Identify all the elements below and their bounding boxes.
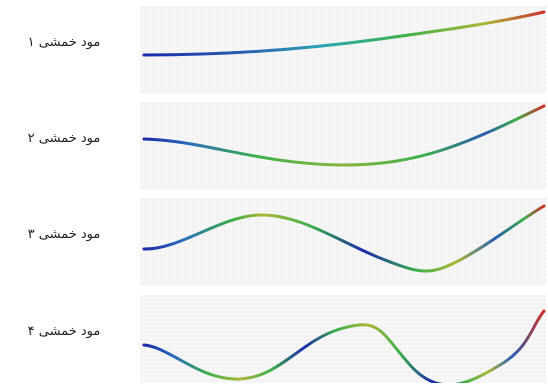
mode-row-4: مود خمشی ۴	[0, 289, 548, 385]
mode-shape-2	[140, 102, 546, 190]
mode-row-1: مود خمشی ۱	[0, 0, 548, 96]
mode-1-deflection-curve	[142, 10, 546, 57]
mode-shape-4	[140, 295, 546, 383]
mode-shape-panel-4	[140, 295, 546, 383]
mode-label-4: مود خمشی ۴	[27, 324, 101, 339]
mode-3-deflection-curve	[142, 204, 546, 273]
mode-label-3: مود خمشی ۳	[27, 227, 101, 242]
mode-label-2: مود خمشی ۲	[27, 131, 101, 146]
mode-shape-panel-1	[140, 6, 546, 94]
mode-panel-background	[140, 295, 546, 383]
mode-panel-background	[140, 6, 546, 94]
mode-row-3: مود خمشی ۳	[0, 192, 548, 288]
mode-shape-panel-3	[140, 198, 546, 286]
mode-shape-1	[140, 6, 546, 94]
mode-2-deflection-curve	[142, 104, 546, 167]
mode-label-1: مود خمشی ۱	[27, 35, 101, 50]
mode-4-deflection-curve	[142, 309, 546, 383]
mode-row-2: مود خمشی ۲	[0, 96, 548, 192]
mode-shape-3	[140, 198, 546, 286]
mode-shape-panel-2	[140, 102, 546, 190]
